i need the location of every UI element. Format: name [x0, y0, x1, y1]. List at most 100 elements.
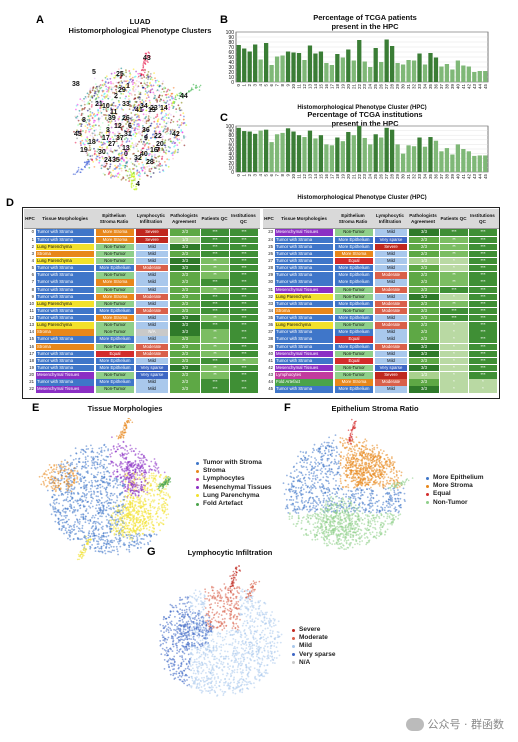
umap-point — [152, 84, 155, 87]
umap-point — [151, 518, 153, 521]
cluster-label: 13 — [148, 107, 156, 114]
umap-point — [94, 124, 97, 127]
bar — [428, 53, 433, 82]
umap-point — [119, 509, 121, 512]
umap-point — [130, 519, 133, 521]
umap-point — [134, 135, 137, 138]
umap-point — [105, 459, 108, 462]
umap-point — [110, 82, 112, 85]
umap-point — [142, 64, 144, 67]
bar — [483, 155, 488, 172]
lymph-cell: Moderate — [375, 343, 407, 351]
umap-point — [78, 518, 81, 521]
umap-point — [131, 173, 134, 176]
umap-point — [111, 98, 114, 100]
umap-point — [157, 509, 159, 512]
umap-point — [141, 99, 144, 101]
umap-point — [48, 478, 51, 481]
umap-point — [163, 109, 166, 112]
umap-point — [64, 465, 67, 468]
umap-point — [121, 431, 123, 434]
umap-point — [131, 172, 133, 175]
umap-point — [122, 521, 125, 523]
umap-point — [148, 526, 151, 528]
umap-point — [99, 536, 102, 539]
umap-point — [110, 176, 112, 179]
bar — [302, 60, 307, 82]
umap-point — [50, 476, 52, 479]
umap-point — [149, 509, 152, 512]
umap-point — [171, 151, 174, 154]
umap-point — [127, 494, 129, 497]
umap-point — [351, 546, 354, 549]
x-axis-label: Histomorphological Phenotype Cluster (HP… — [297, 105, 426, 110]
umap-point — [156, 119, 159, 122]
umap-point — [147, 61, 149, 63]
umap-point — [113, 534, 116, 536]
iq-cell: *** — [469, 357, 497, 365]
umap-point — [120, 75, 123, 78]
umap-point — [81, 557, 83, 560]
umap-point — [101, 98, 104, 101]
umap-point — [102, 542, 105, 544]
umap-point — [85, 515, 87, 518]
umap-point — [109, 541, 111, 543]
umap-point — [331, 449, 333, 452]
umap-point — [116, 508, 119, 511]
umap-point — [72, 538, 75, 540]
pq-cell: * — [440, 336, 468, 343]
umap-point — [172, 140, 175, 143]
umap-point — [128, 148, 130, 150]
umap-point — [126, 130, 129, 132]
umap-point — [132, 497, 134, 500]
umap-point — [104, 118, 107, 120]
umap-point — [95, 495, 98, 498]
umap-point — [178, 97, 181, 100]
umap-point — [364, 438, 367, 441]
umap-point — [192, 83, 195, 86]
umap-point — [358, 540, 361, 543]
umap-point — [91, 116, 94, 119]
umap-point — [162, 170, 165, 173]
umap-point — [59, 479, 62, 482]
umap-point — [147, 519, 150, 522]
umap-point — [134, 524, 137, 527]
umap-point — [52, 507, 55, 509]
umap-point — [116, 468, 119, 471]
umap-point — [119, 539, 122, 542]
x-tick-label: 10 — [291, 174, 296, 180]
umap-point — [305, 484, 307, 487]
umap-point — [169, 477, 171, 479]
umap-point — [71, 528, 73, 531]
table-row: 39 Tumor with Stroma More Epithelium Modera… — [263, 343, 499, 351]
table-row: 10 Lung Parenchyma Non-Tumor Mild 2/3 *** *** — [24, 300, 260, 308]
umap-point — [295, 525, 297, 528]
umap-point — [82, 531, 84, 534]
pq-cell: ** — [201, 336, 229, 343]
umap-point — [81, 139, 84, 142]
umap-point — [119, 84, 121, 87]
panel-letter-e: E — [32, 402, 40, 414]
umap-point — [144, 489, 147, 492]
umap-point — [109, 158, 112, 160]
cluster-label: 8 — [82, 117, 86, 124]
umap-point — [86, 103, 89, 105]
umap-point — [96, 90, 99, 92]
umap-point — [124, 452, 126, 455]
umap-point — [83, 545, 85, 547]
umap-point — [158, 493, 161, 496]
legend-swatch — [196, 502, 199, 506]
umap-point — [117, 448, 119, 451]
umap-point — [382, 503, 384, 506]
umap-point — [153, 108, 156, 111]
umap-point — [84, 96, 87, 98]
umap-point — [118, 531, 121, 534]
umap-point — [139, 101, 142, 103]
umap-point — [117, 68, 120, 71]
x-tick-label: 14 — [313, 174, 318, 180]
umap-point — [64, 529, 67, 532]
umap-point — [125, 467, 128, 470]
umap-point — [141, 101, 143, 104]
pq-cell: *** — [201, 279, 229, 286]
umap-point — [150, 122, 153, 125]
